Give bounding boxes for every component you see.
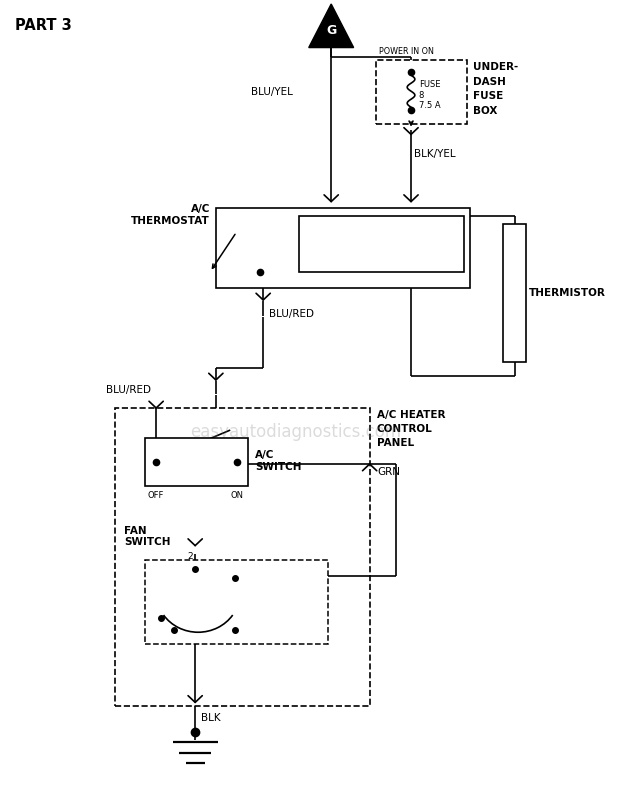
Text: A/C
THERMOSTAT: A/C THERMOSTAT [131,204,210,226]
Bar [145,560,328,644]
Text: BLU/YEL: BLU/YEL [251,87,293,97]
Text: BLU/RED: BLU/RED [106,386,151,395]
Text: BLK: BLK [201,713,221,722]
Text: G: G [326,24,336,37]
Text: FAN
SWITCH: FAN SWITCH [124,526,171,547]
Text: OFF: OFF [155,623,172,633]
Text: 7.5 A: 7.5 A [419,101,441,110]
Text: PART 3: PART 3 [15,18,72,33]
Bar [298,216,464,272]
Text: UNDER-: UNDER- [473,62,519,72]
Text: FUSE: FUSE [473,91,504,102]
Polygon shape [309,4,353,47]
Text: ON: ON [230,491,243,500]
Text: FUSE: FUSE [419,80,440,90]
Bar [376,60,467,124]
Text: 2: 2 [188,552,193,561]
Bar [502,224,527,362]
Text: BOX: BOX [473,106,497,115]
Text: OFF: OFF [147,491,164,500]
Text: A/C
SWITCH: A/C SWITCH [255,450,302,472]
Text: GRN: GRN [378,467,400,477]
Text: DASH: DASH [473,77,506,86]
Bar [216,208,470,288]
Text: BLU/RED: BLU/RED [269,309,314,318]
Text: 8: 8 [419,90,424,100]
Bar [145,438,248,486]
Text: A/C HEATER: A/C HEATER [377,410,445,419]
Text: easyautodiagnostics.com: easyautodiagnostics.com [190,423,401,441]
Text: 3: 3 [242,570,248,579]
Text: THERMISTOR: THERMISTOR [529,288,606,298]
Text: 1: 1 [148,608,154,618]
Text: BLK/YEL: BLK/YEL [414,149,455,158]
Text: POWER IN ON: POWER IN ON [378,47,433,56]
Bar [116,408,370,706]
Text: PANEL: PANEL [377,438,414,448]
Text: 4: 4 [242,626,248,636]
Text: CONTROL: CONTROL [377,424,433,434]
